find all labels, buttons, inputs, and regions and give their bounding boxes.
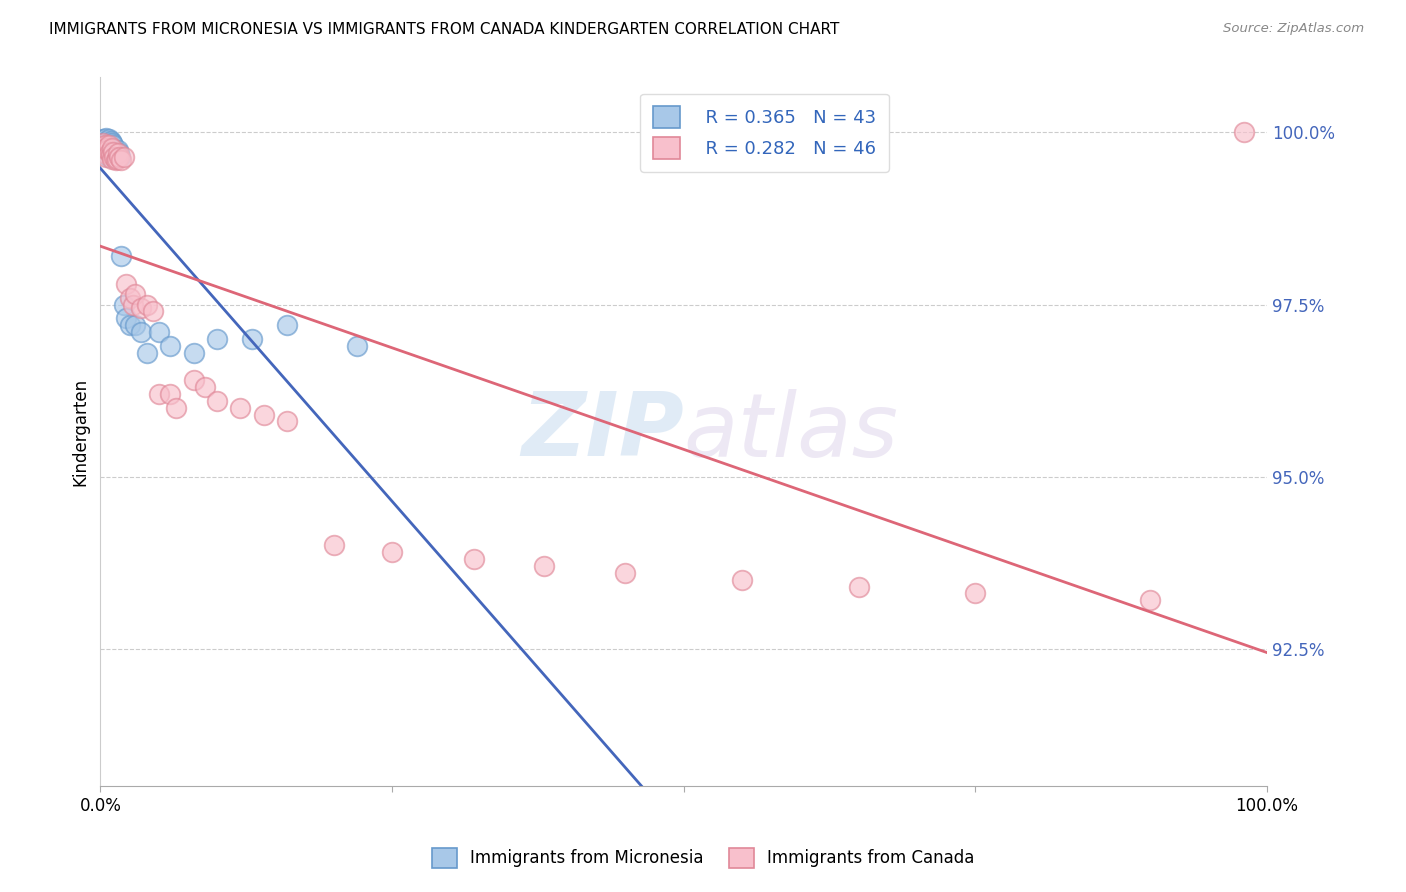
Point — [112, 297, 135, 311]
Point — [100, 147, 122, 161]
Point — [229, 401, 252, 415]
Point — [98, 145, 121, 159]
Point — [965, 586, 987, 600]
Point — [96, 146, 118, 161]
Point — [101, 140, 124, 154]
Point — [1139, 593, 1161, 607]
Point — [614, 566, 637, 580]
Point — [381, 545, 404, 559]
Point — [103, 143, 125, 157]
Point — [93, 136, 115, 150]
Point — [96, 147, 118, 161]
Point — [731, 573, 754, 587]
Point — [103, 150, 125, 164]
Point — [97, 150, 120, 164]
Point — [124, 287, 146, 301]
Point — [103, 146, 125, 161]
Point — [124, 318, 146, 333]
Point — [142, 304, 165, 318]
Point — [96, 131, 118, 145]
Point — [533, 558, 555, 573]
Point — [96, 140, 118, 154]
Point — [276, 318, 298, 333]
Point — [97, 140, 120, 154]
Point — [240, 332, 263, 346]
Point — [118, 318, 141, 333]
Point — [94, 139, 117, 153]
Point — [183, 345, 205, 359]
Point — [110, 249, 132, 263]
Point — [103, 145, 125, 159]
Point — [104, 153, 127, 167]
Text: ZIP: ZIP — [520, 388, 683, 475]
Point — [105, 147, 128, 161]
Point — [94, 137, 117, 152]
Point — [1232, 126, 1254, 140]
Point — [205, 332, 228, 346]
Point — [97, 132, 120, 146]
Point — [103, 137, 125, 152]
Point — [183, 373, 205, 387]
Point — [148, 325, 170, 339]
Point — [97, 137, 120, 152]
Point — [101, 136, 124, 150]
Point — [165, 401, 187, 415]
Point — [122, 297, 145, 311]
Point — [96, 143, 118, 157]
Y-axis label: Kindergarten: Kindergarten — [72, 377, 89, 486]
Text: IMMIGRANTS FROM MICRONESIA VS IMMIGRANTS FROM CANADA KINDERGARTEN CORRELATION CH: IMMIGRANTS FROM MICRONESIA VS IMMIGRANTS… — [49, 22, 839, 37]
Point — [96, 136, 118, 150]
Legend: Immigrants from Micronesia, Immigrants from Canada: Immigrants from Micronesia, Immigrants f… — [425, 841, 981, 875]
Point — [105, 152, 128, 166]
Point — [101, 150, 124, 164]
Point — [159, 339, 181, 353]
Point — [100, 134, 122, 148]
Point — [93, 143, 115, 157]
Point — [110, 153, 132, 167]
Point — [463, 552, 485, 566]
Point — [129, 325, 152, 339]
Point — [346, 339, 368, 353]
Point — [148, 387, 170, 401]
Point — [107, 143, 129, 157]
Point — [98, 146, 121, 161]
Point — [159, 387, 181, 401]
Legend:   R = 0.365   N = 43,   R = 0.282   N = 46: R = 0.365 N = 43, R = 0.282 N = 46 — [640, 94, 889, 172]
Point — [115, 277, 138, 291]
Point — [91, 136, 114, 150]
Text: atlas: atlas — [683, 389, 898, 475]
Point — [253, 408, 276, 422]
Point — [101, 152, 124, 166]
Point — [93, 146, 115, 161]
Point — [107, 146, 129, 161]
Point — [93, 139, 115, 153]
Point — [276, 415, 298, 429]
Point — [96, 137, 118, 152]
Point — [112, 150, 135, 164]
Point — [104, 145, 127, 159]
Point — [100, 143, 122, 157]
Point — [101, 140, 124, 154]
Point — [194, 380, 217, 394]
Point — [136, 297, 159, 311]
Point — [96, 150, 118, 164]
Point — [136, 345, 159, 359]
Point — [118, 291, 141, 305]
Point — [322, 538, 344, 552]
Point — [205, 393, 228, 408]
Point — [94, 132, 117, 146]
Point — [91, 132, 114, 146]
Point — [98, 136, 121, 150]
Point — [848, 580, 870, 594]
Point — [96, 134, 118, 148]
Point — [108, 150, 131, 164]
Point — [108, 150, 131, 164]
Point — [108, 146, 131, 161]
Point — [129, 301, 152, 315]
Point — [115, 311, 138, 326]
Text: Source: ZipAtlas.com: Source: ZipAtlas.com — [1223, 22, 1364, 36]
